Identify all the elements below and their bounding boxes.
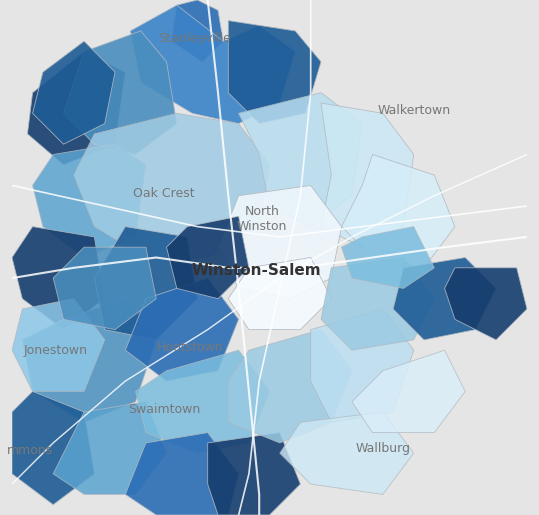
- Polygon shape: [229, 258, 331, 330]
- Polygon shape: [32, 41, 115, 144]
- Text: Jonestown: Jonestown: [24, 344, 88, 357]
- Polygon shape: [167, 216, 249, 299]
- Polygon shape: [22, 299, 156, 422]
- Text: Wallburg: Wallburg: [355, 441, 410, 455]
- Polygon shape: [125, 278, 239, 381]
- Polygon shape: [171, 0, 223, 62]
- Polygon shape: [310, 309, 414, 422]
- Polygon shape: [352, 350, 465, 433]
- Text: Swaimtown: Swaimtown: [128, 403, 200, 416]
- Text: Stanleyville: Stanleyville: [158, 32, 231, 45]
- Text: North
Winston: North Winston: [237, 205, 287, 233]
- Text: Winston-Salem: Winston-Salem: [192, 263, 321, 278]
- Polygon shape: [53, 402, 167, 494]
- Text: Oak Crest: Oak Crest: [133, 186, 195, 200]
- Polygon shape: [321, 103, 414, 247]
- Polygon shape: [32, 144, 146, 258]
- Text: mmons: mmons: [7, 444, 53, 457]
- Polygon shape: [208, 433, 300, 515]
- Polygon shape: [53, 247, 156, 330]
- Polygon shape: [321, 258, 434, 350]
- Polygon shape: [445, 268, 527, 340]
- Polygon shape: [342, 154, 455, 268]
- Polygon shape: [229, 21, 321, 124]
- Polygon shape: [239, 93, 362, 227]
- Polygon shape: [136, 350, 270, 453]
- Text: Walkertown: Walkertown: [377, 104, 450, 117]
- Polygon shape: [342, 227, 434, 288]
- Polygon shape: [125, 433, 239, 515]
- Polygon shape: [27, 52, 125, 165]
- Polygon shape: [218, 185, 342, 299]
- Polygon shape: [94, 227, 197, 340]
- Polygon shape: [130, 5, 295, 124]
- Polygon shape: [64, 31, 177, 154]
- Polygon shape: [74, 113, 270, 258]
- Polygon shape: [393, 258, 496, 340]
- Text: Hootstown: Hootstown: [156, 341, 223, 354]
- Polygon shape: [229, 330, 352, 443]
- Polygon shape: [12, 227, 105, 330]
- Polygon shape: [12, 299, 105, 391]
- Polygon shape: [12, 391, 94, 505]
- Polygon shape: [280, 412, 414, 494]
